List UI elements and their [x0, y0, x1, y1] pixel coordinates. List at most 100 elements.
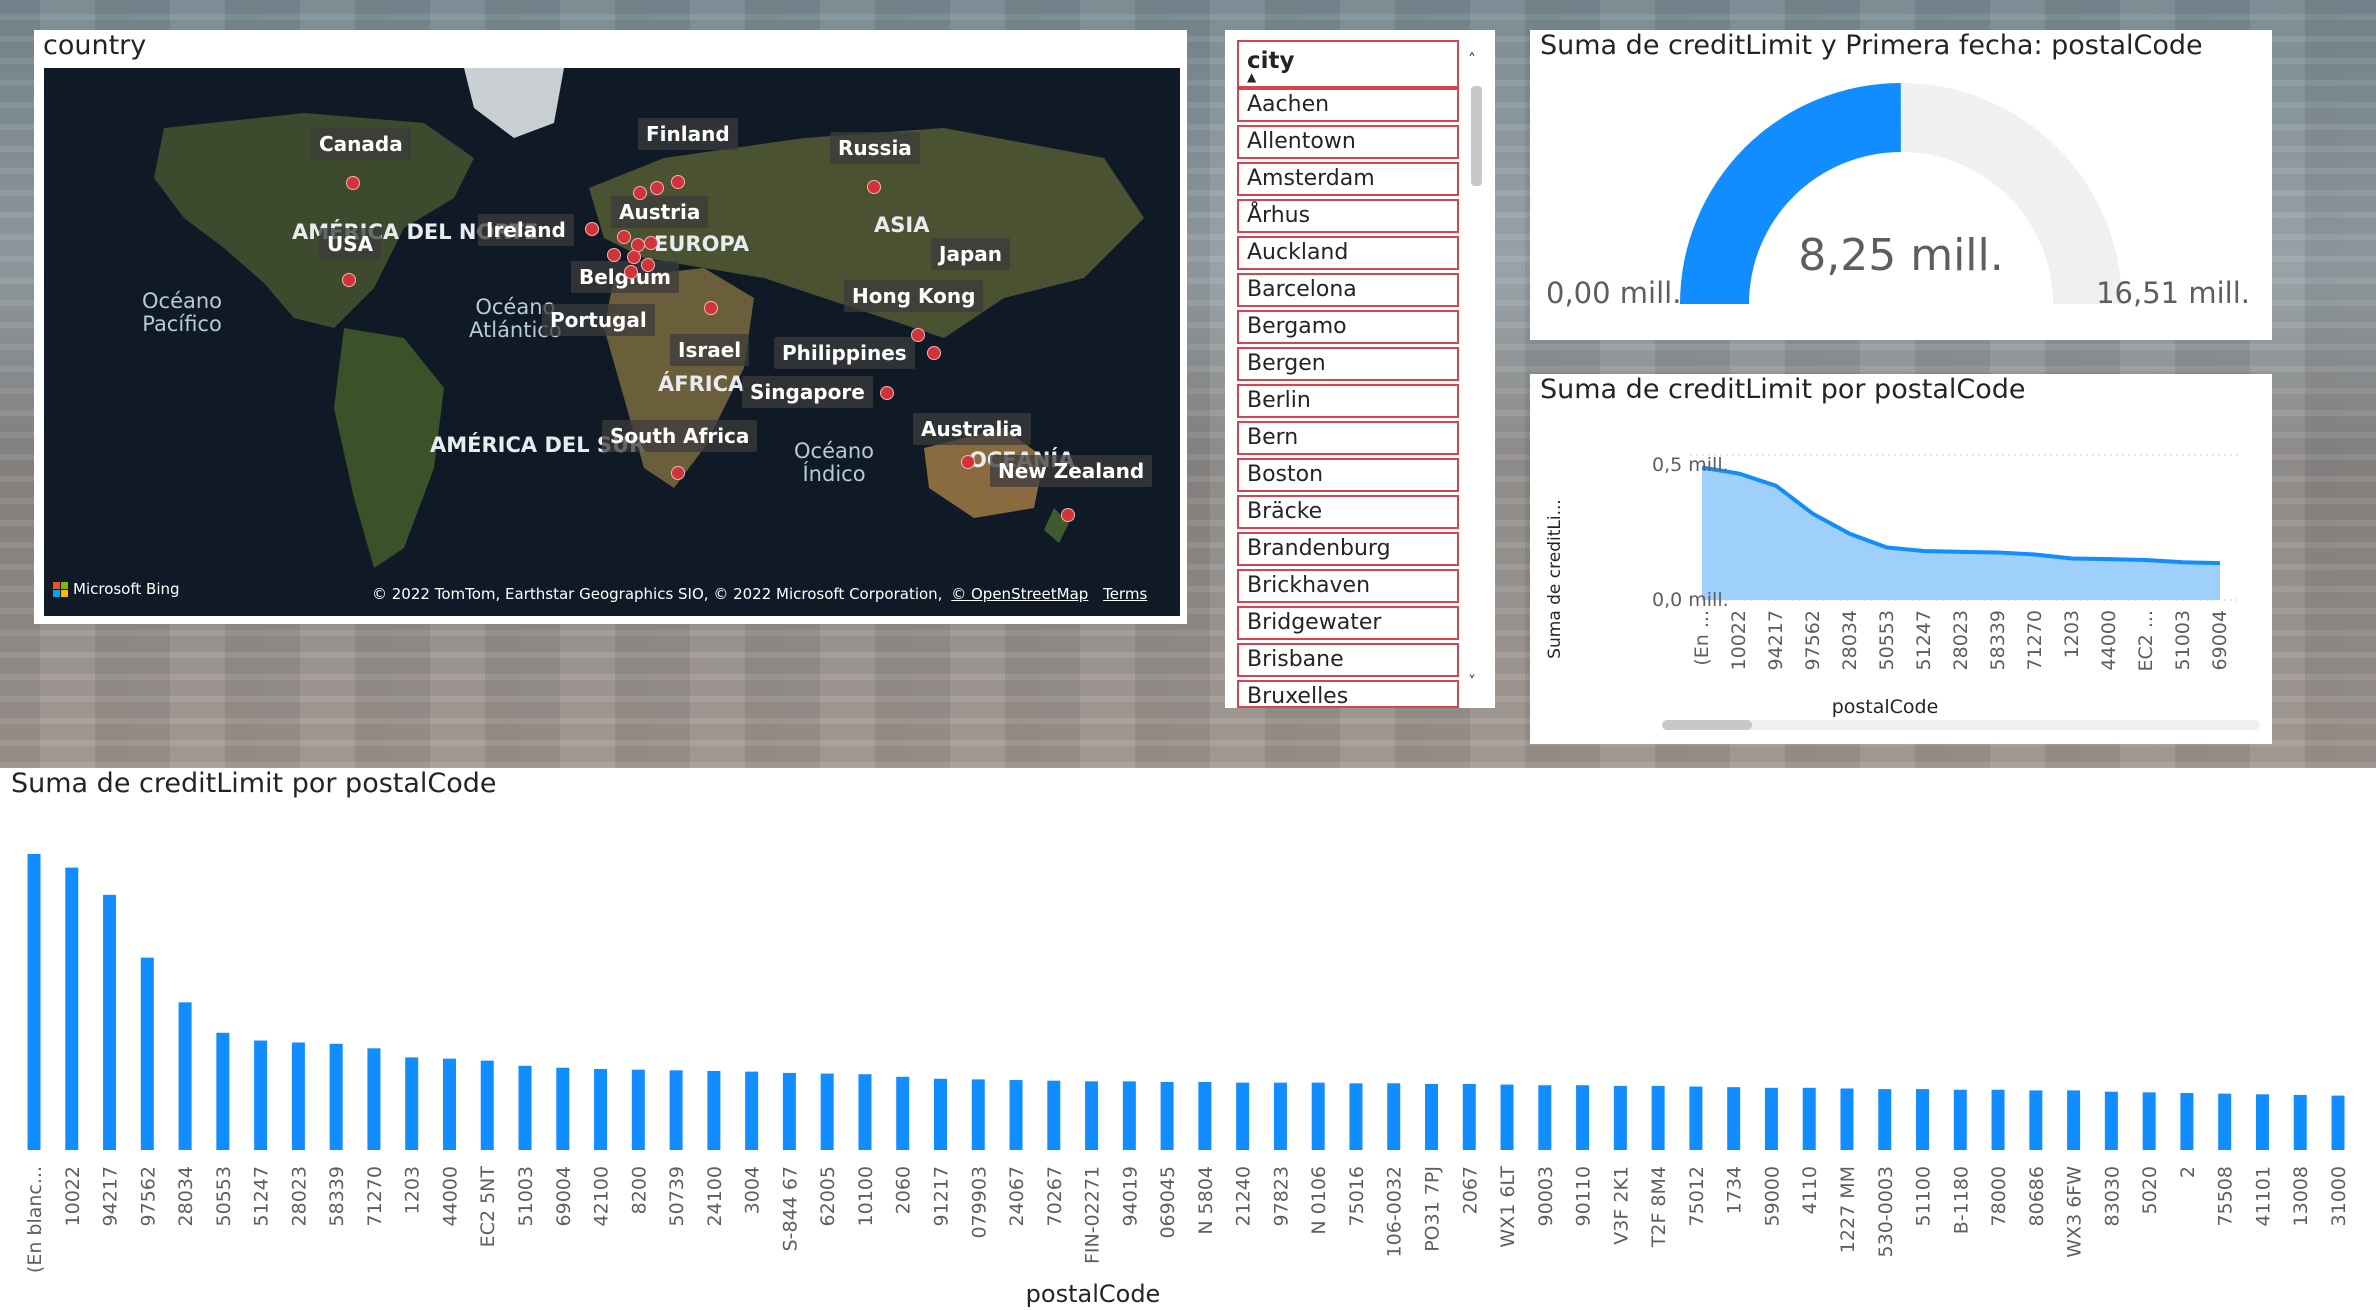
bar[interactable] — [669, 1070, 683, 1150]
scroll-down-icon[interactable]: ˅ — [1468, 672, 1476, 691]
bar[interactable] — [291, 1042, 305, 1150]
slicer-item[interactable]: Bruxelles — [1237, 680, 1459, 708]
bar[interactable] — [2180, 1093, 2194, 1150]
area-chart-horizontal-scrollbar[interactable] — [1662, 720, 2260, 730]
map-bubble-norway[interactable] — [650, 181, 664, 195]
map-bubble-sweden[interactable] — [633, 186, 647, 200]
map-bubble-austria[interactable] — [644, 236, 658, 250]
bar[interactable] — [1273, 1082, 1287, 1150]
map-bubble-israel[interactable] — [704, 301, 718, 315]
bar[interactable] — [103, 894, 117, 1150]
bar[interactable] — [140, 957, 154, 1150]
bar[interactable] — [518, 1065, 532, 1150]
bar[interactable] — [820, 1073, 834, 1150]
bar[interactable] — [594, 1069, 608, 1150]
bar[interactable] — [2255, 1094, 2269, 1150]
bar[interactable] — [1613, 1085, 1627, 1150]
bar[interactable] — [216, 1032, 230, 1150]
scrollbar-thumb[interactable] — [1471, 86, 1482, 186]
slicer-item[interactable]: Aachen — [1237, 88, 1459, 122]
slicer-item[interactable]: Bergen — [1237, 347, 1459, 381]
area-chart-scrollbar-thumb[interactable] — [1662, 720, 1752, 730]
bar[interactable] — [1425, 1083, 1439, 1150]
slicer-item[interactable]: Århus — [1237, 199, 1459, 233]
country-label-japan[interactable]: Japan — [931, 238, 1010, 270]
country-label-usa[interactable]: USA — [319, 228, 382, 260]
country-label-belgium[interactable]: Belgium — [571, 261, 679, 293]
slicer-item[interactable]: Brickhaven — [1237, 569, 1459, 603]
bar[interactable] — [1840, 1088, 1854, 1150]
bar[interactable] — [933, 1078, 947, 1150]
slicer-item[interactable]: Allentown — [1237, 125, 1459, 159]
map-bubble-singapore[interactable] — [880, 386, 894, 400]
bar[interactable] — [65, 867, 79, 1150]
bar[interactable] — [858, 1074, 872, 1150]
country-label-finland[interactable]: Finland — [638, 118, 738, 150]
map-bubble-usa[interactable] — [342, 273, 356, 287]
bar[interactable] — [2029, 1090, 2043, 1150]
slicer-item[interactable]: Amsterdam — [1237, 162, 1459, 196]
map-bubble-switzerland[interactable] — [627, 250, 641, 264]
bar[interactable] — [1689, 1086, 1703, 1150]
scroll-up-icon[interactable]: ˄ — [1468, 50, 1476, 69]
country-label-hong-kong[interactable]: Hong Kong — [844, 280, 984, 312]
gauge-visual[interactable]: Suma de creditLimit y Primera fecha: pos… — [1530, 30, 2272, 340]
bar[interactable] — [631, 1069, 645, 1150]
bar[interactable] — [1802, 1087, 1816, 1150]
bar[interactable] — [971, 1079, 985, 1150]
bar[interactable] — [1122, 1081, 1136, 1150]
bar[interactable] — [329, 1043, 343, 1150]
bar[interactable] — [442, 1058, 456, 1150]
map-bubble-australia[interactable] — [961, 455, 975, 469]
bar[interactable] — [1727, 1087, 1741, 1150]
country-label-australia[interactable]: Australia — [913, 413, 1031, 445]
bar[interactable] — [2293, 1094, 2307, 1150]
slicer-item[interactable]: Berlin — [1237, 384, 1459, 418]
bar[interactable] — [1462, 1083, 1476, 1150]
bar[interactable] — [1878, 1089, 1892, 1150]
bar[interactable] — [2104, 1091, 2118, 1150]
bar[interactable] — [1538, 1085, 1552, 1150]
bar[interactable] — [782, 1072, 796, 1150]
map-bubble-uk[interactable] — [617, 230, 631, 244]
map-bubble-finland[interactable] — [671, 175, 685, 189]
bar[interactable] — [556, 1067, 570, 1150]
map-bubble-new-zealand[interactable] — [1061, 508, 1075, 522]
country-label-south-africa[interactable]: South Africa — [602, 420, 758, 452]
country-label-singapore[interactable]: Singapore — [742, 376, 873, 408]
bar[interactable] — [2142, 1092, 2156, 1150]
bar-chart-visual[interactable]: Suma de creditLimit por postalCode (En b… — [0, 768, 2376, 1310]
bar[interactable] — [254, 1040, 268, 1150]
bar[interactable] — [367, 1048, 381, 1150]
slicer-item[interactable]: Brandenburg — [1237, 532, 1459, 566]
slicer-header[interactable]: city ▲ — [1237, 40, 1459, 88]
slicer-item[interactable]: Brisbane — [1237, 643, 1459, 677]
bar[interactable] — [2067, 1090, 2081, 1150]
slicer-item[interactable]: Bridgewater — [1237, 606, 1459, 640]
bar[interactable] — [896, 1076, 910, 1150]
country-label-austria[interactable]: Austria — [611, 196, 709, 228]
map-bubble-spain[interactable] — [624, 265, 638, 279]
bar[interactable] — [745, 1071, 759, 1150]
bar[interactable] — [1236, 1082, 1250, 1150]
bar[interactable] — [1916, 1089, 1930, 1150]
bar[interactable] — [1047, 1080, 1061, 1150]
map-bubble-canada[interactable] — [346, 176, 360, 190]
bar[interactable] — [1160, 1081, 1174, 1150]
country-label-philippines[interactable]: Philippines — [774, 337, 915, 369]
bar[interactable] — [1349, 1083, 1363, 1150]
slicer-item[interactable]: Auckland — [1237, 236, 1459, 270]
series-line[interactable] — [1701, 465, 2221, 566]
map-bubble-russia[interactable] — [867, 180, 881, 194]
bar[interactable] — [405, 1057, 419, 1150]
map-bubble-france[interactable] — [607, 248, 621, 262]
world-map[interactable]: Océano Pacífico Océano Atlántico Océano … — [44, 68, 1180, 616]
area-chart-visual[interactable]: Suma de creditLimit por postalCode (En .… — [1530, 374, 2272, 744]
bar[interactable] — [1009, 1080, 1023, 1150]
slicer-item[interactable]: Boston — [1237, 458, 1459, 492]
bar[interactable] — [1198, 1081, 1212, 1150]
sort-ascending-icon[interactable]: ▲ — [1247, 70, 1257, 84]
country-label-ireland[interactable]: Ireland — [478, 214, 574, 246]
bar[interactable] — [1085, 1081, 1099, 1150]
slicer-item[interactable]: Barcelona — [1237, 273, 1459, 307]
